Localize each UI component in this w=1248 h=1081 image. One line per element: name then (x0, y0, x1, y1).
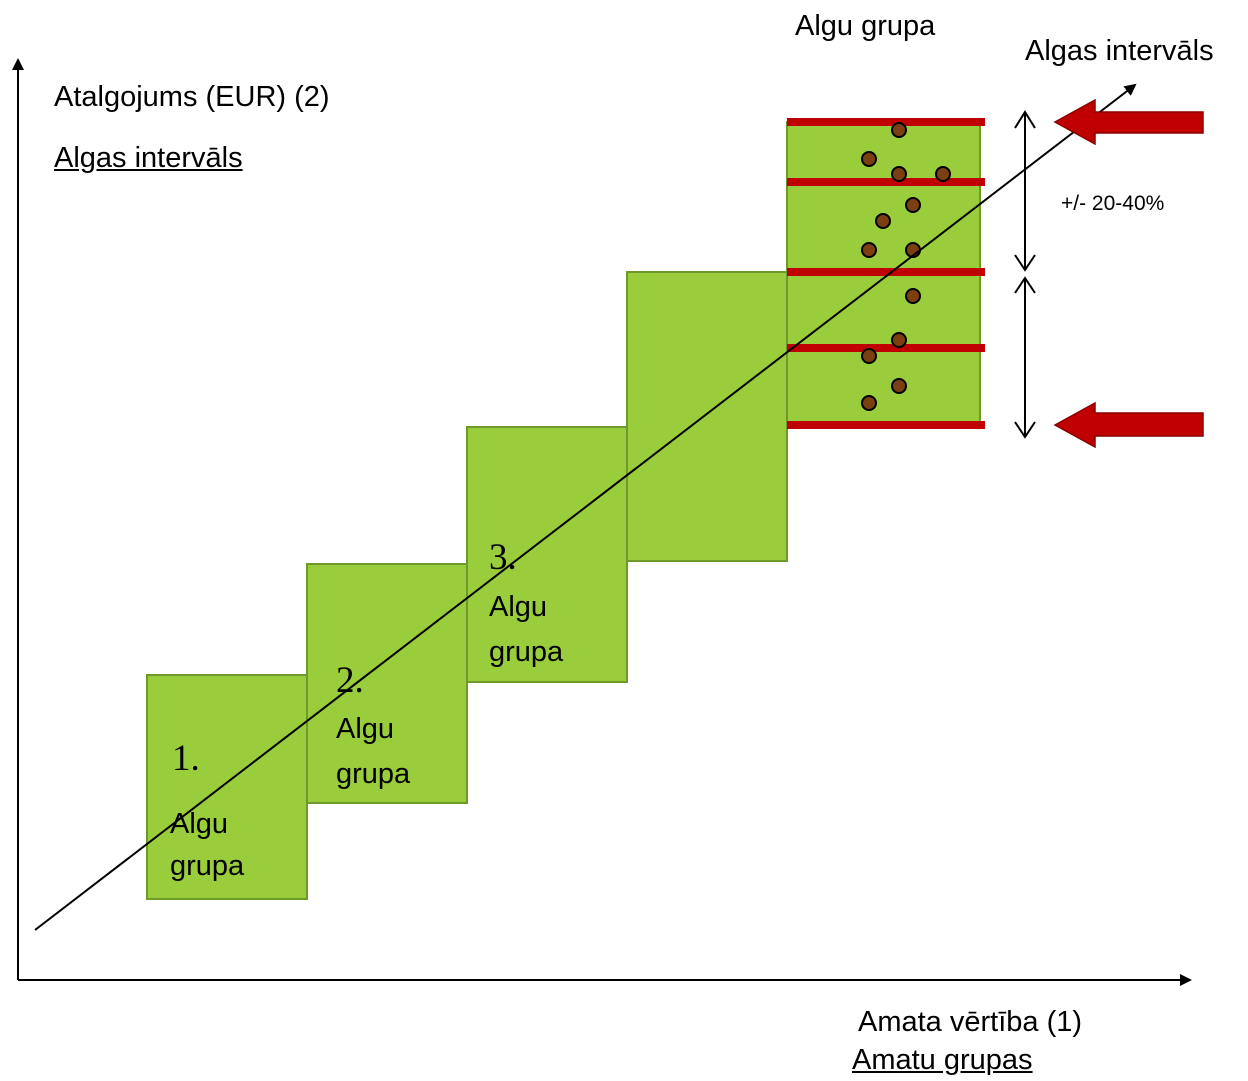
grade-label-top: Algu grupa (795, 10, 936, 42)
y-axis-sublabel: Algas intervāls (54, 142, 243, 174)
employee-dot (905, 288, 921, 304)
group-3-word1: Algu (489, 591, 548, 623)
range-percent-note: +/- 20-40% (1061, 192, 1165, 215)
group-3-number: 3. (489, 537, 517, 578)
group-2-word2: grupa (336, 758, 411, 790)
employee-dot (875, 213, 891, 229)
employee-dot (891, 122, 907, 138)
grade-box-4 (626, 271, 788, 562)
group-2-word1: Algu (336, 713, 395, 745)
group-1-word2: grupa (170, 850, 245, 882)
group-1-word1: Algu (170, 808, 229, 840)
employee-dot (891, 378, 907, 394)
group-1-number: 1. (172, 738, 200, 779)
salary-band-lines (787, 118, 985, 429)
x-axis-label: Amata vērtība (1) (858, 1006, 1083, 1038)
trend-line (34, 83, 1137, 931)
employee-dot (891, 166, 907, 182)
grade-box-1 (146, 674, 308, 900)
employee-dot (861, 395, 877, 411)
range-arrow-upper (1014, 110, 1036, 272)
range-label-top: Algas intervāls (1025, 35, 1214, 67)
employee-dots (861, 122, 951, 411)
employee-dot (861, 242, 877, 258)
employee-dot (905, 197, 921, 213)
range-arrow-lower (1014, 276, 1036, 439)
min-range-arrow (1053, 401, 1204, 449)
employee-dot (891, 332, 907, 348)
employee-dot (935, 166, 951, 182)
y-axis-label: Atalgojums (EUR) (2) (54, 81, 330, 113)
group-3-word2: grupa (489, 636, 564, 668)
group-2-number: 2. (336, 660, 364, 701)
max-range-arrow (1053, 98, 1204, 146)
grade-box-3 (466, 426, 628, 683)
employee-dot (861, 151, 877, 167)
grade-box-2 (306, 563, 468, 804)
employee-dot (861, 348, 877, 364)
x-axis-sublabel: Amatu grupas (852, 1044, 1033, 1076)
